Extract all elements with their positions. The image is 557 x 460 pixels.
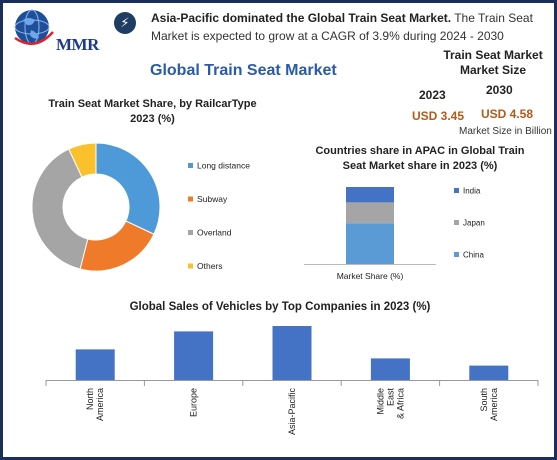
market-size-title: Train Seat Market Market Size xyxy=(437,48,549,78)
lightning-bolt-icon: ⚡ xyxy=(114,12,136,34)
donut-chart-title: Train Seat Market Share, by RailcarType … xyxy=(30,97,275,127)
sales-bar-asia-pacific xyxy=(272,326,312,380)
apac-legend-label-china: China xyxy=(463,251,484,260)
sales-category-label-line: North xyxy=(85,388,95,410)
sales-category-label-line: America xyxy=(95,388,105,421)
headline: Asia-Pacific dominated the Global Train … xyxy=(151,9,551,45)
donut-slice-long-distance xyxy=(95,142,161,235)
apac-legend-swatch-china xyxy=(454,252,459,257)
donut-title-line2: 2023 (%) xyxy=(130,113,175,125)
apac-segment-japan xyxy=(346,202,394,224)
market-size-title-line2: Market Size xyxy=(459,63,527,77)
sales-bar-middle-east-africa xyxy=(370,358,410,380)
year-start: 2023 xyxy=(419,88,446,102)
sales-category-label-south-america: South America xyxy=(479,388,499,421)
sales-bar-europe xyxy=(174,331,214,380)
headline-rest: The Train Seat xyxy=(451,11,533,25)
sales-category-label-north-america: North America xyxy=(85,388,105,421)
sales-category-label-middle-east-africa: Middle East & Africa xyxy=(375,388,405,420)
value-start: USD 3.45 xyxy=(412,109,465,123)
apac-segment-china xyxy=(346,223,394,264)
legend-label-long-distance: Long distance xyxy=(197,161,250,171)
legend-swatch-long-distance xyxy=(188,163,193,168)
headline-line2: Market is expected to grow at a CAGR of … xyxy=(151,29,504,43)
sales-category-label-line: South xyxy=(479,388,489,412)
apac-segment-india xyxy=(346,187,394,203)
apac-title-line1: Countries share in APAC in Global Train xyxy=(315,145,525,157)
legend-label-overland: Overland xyxy=(197,228,232,238)
sales-category-label-line: Europe xyxy=(189,388,199,417)
sales-category-label-line: East xyxy=(385,388,395,407)
donut-chart: Long distance Subway Overland Others xyxy=(31,142,250,272)
sales-category-label-line: & Africa xyxy=(395,388,405,419)
logo-text: MMR xyxy=(56,35,99,54)
legend-swatch-others xyxy=(188,263,193,269)
apac-legend-label-japan: Japan xyxy=(463,219,485,228)
headline-bold: Asia-Pacific dominated the Global Train … xyxy=(151,11,452,25)
sales-category-label-line: America xyxy=(489,388,499,421)
main-title: Global Train Seat Market xyxy=(150,62,337,79)
sales-bar-chart: North America Europe Asia-Pacific Middle East… xyxy=(45,326,539,436)
donut-slice-subway xyxy=(79,220,155,272)
legend-label-others: Others xyxy=(197,261,223,271)
year-end: 2030 xyxy=(486,83,513,97)
apac-legend-label-india: India xyxy=(463,187,481,196)
sales-chart-title: Global Sales of Vehicles by Top Companie… xyxy=(129,301,431,313)
sales-category-label-line: Middle xyxy=(375,388,385,415)
globe-icon xyxy=(14,9,54,45)
legend-swatch-overland xyxy=(188,230,193,235)
sales-category-label-europe: Europe xyxy=(189,388,199,417)
mmr-logo: MMR xyxy=(9,6,99,54)
legend-label-subway: Subway xyxy=(197,194,228,204)
sales-bar-north-america xyxy=(75,349,115,380)
donut-slice-others xyxy=(68,142,97,178)
apac-title-line2: Seat Market share in 2023 (%) xyxy=(342,160,498,172)
apac-stacked-chart: Market Share (%) India Japan China xyxy=(304,187,485,281)
donut-title-line1: Train Seat Market Share, by RailcarType xyxy=(48,98,257,110)
apac-chart-title: Countries share in APAC in Global Train … xyxy=(300,144,540,174)
legend-swatch-subway xyxy=(188,196,193,202)
market-size-title-line1: Train Seat Market xyxy=(443,48,543,62)
sales-category-label-line: Asia-Pacific xyxy=(287,388,297,436)
donut-slice-overland xyxy=(31,148,89,270)
value-end: USD 4.58 xyxy=(481,107,534,121)
apac-legend-swatch-india xyxy=(454,188,459,193)
sales-bar-south-america xyxy=(469,365,509,380)
sales-category-label-asia-pacific: Asia-Pacific xyxy=(287,388,297,436)
market-size-unit: Market Size in Billion xyxy=(459,126,552,137)
apac-legend-swatch-japan xyxy=(454,220,459,225)
apac-category-label: Market Share (%) xyxy=(337,271,404,281)
